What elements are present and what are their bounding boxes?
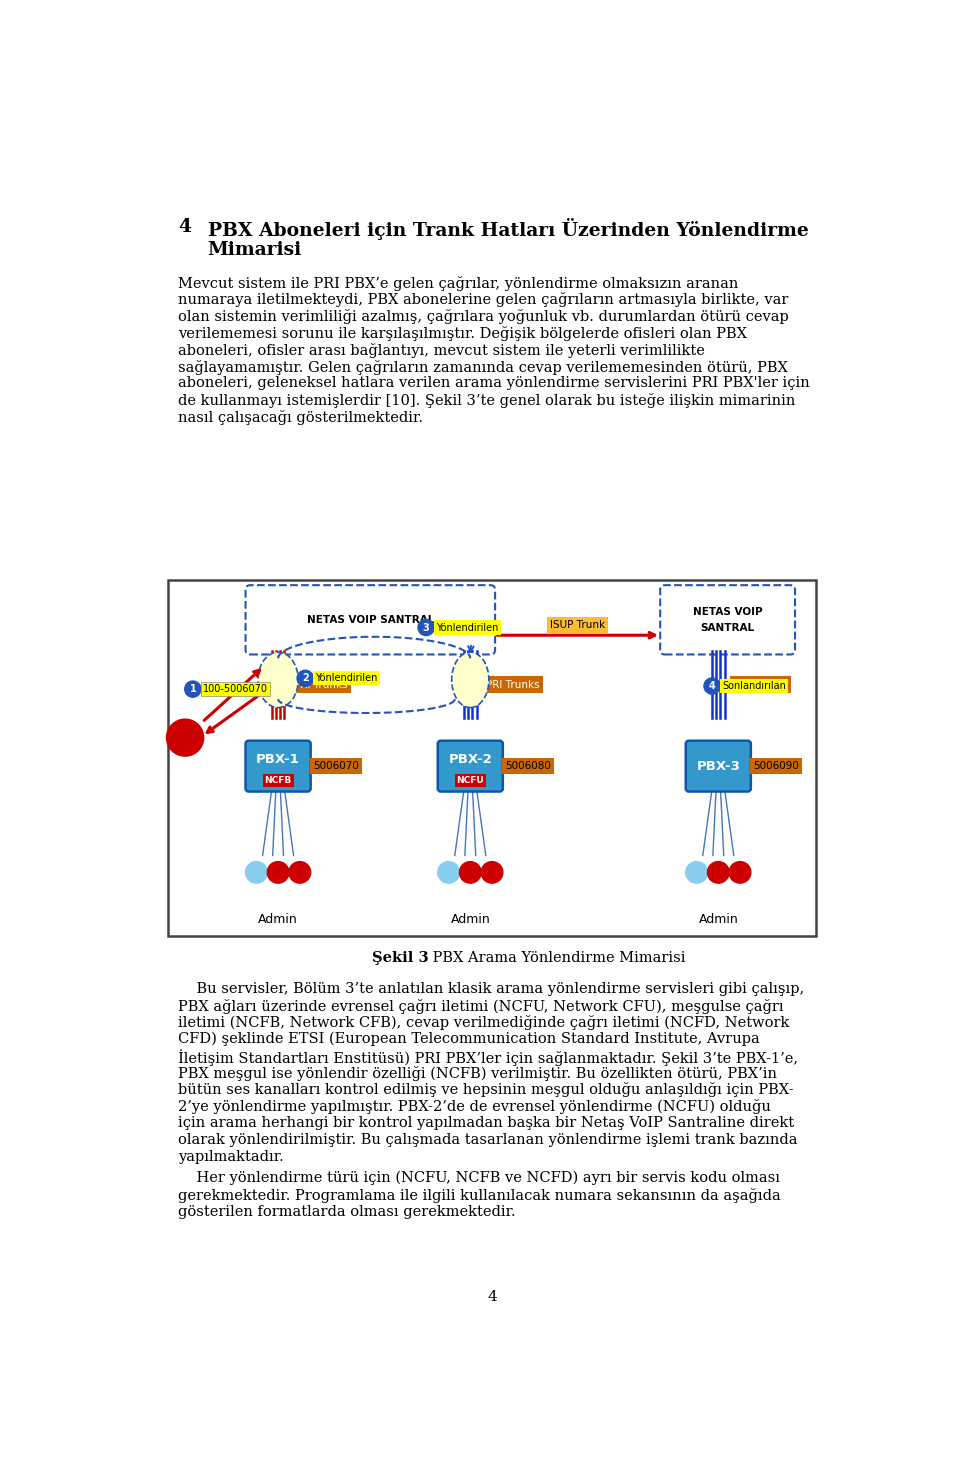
Text: 2: 2 <box>301 673 308 683</box>
Text: aboneleri, geleneksel hatlara verilen arama yönlendirme servislerini PRI PBX'ler: aboneleri, geleneksel hatlara verilen ar… <box>179 376 810 390</box>
Text: yapılmaktadır.: yapılmaktadır. <box>179 1150 284 1163</box>
Text: Mimarisi: Mimarisi <box>207 242 301 259</box>
Text: için arama herhangi bir kontrol yapılmadan başka bir Netaş VoIP Santraline direk: için arama herhangi bir kontrol yapılmad… <box>179 1116 794 1129</box>
Text: numaraya iletilmekteydi, PBX abonelerine gelen çağrıların artmasıyla birlikte, v: numaraya iletilmekteydi, PBX abonelerine… <box>179 292 788 307</box>
Text: Admin: Admin <box>258 913 298 926</box>
Text: SANTRAL: SANTRAL <box>701 622 755 633</box>
Text: Yönlendirilen: Yönlendirilen <box>315 673 377 683</box>
Text: de kullanmayı istemişlerdir [10]. Şekil 3’te genel olarak bu isteğe ilişkin mima: de kullanmayı istemişlerdir [10]. Şekil … <box>179 393 796 408</box>
Text: NCFU: NCFU <box>456 777 484 785</box>
Text: PBX meşgul ise yönlendir özelliği (NCFB) verilmiştir. Bu özellikten ötürü, PBX’i: PBX meşgul ise yönlendir özelliği (NCFB)… <box>179 1066 778 1080</box>
Circle shape <box>289 861 311 883</box>
Text: 4: 4 <box>179 218 191 236</box>
Circle shape <box>418 619 434 636</box>
FancyBboxPatch shape <box>246 741 311 791</box>
Text: 5006090: 5006090 <box>754 762 799 771</box>
Text: Sonlandırılan: Sonlandırılan <box>722 682 786 691</box>
Circle shape <box>438 861 460 883</box>
Text: PBX-1: PBX-1 <box>256 753 300 766</box>
Text: PBX ağları üzerinde evrensel çağrı iletimi (NCFU, Network CFU), meşgulse çağrı: PBX ağları üzerinde evrensel çağrı ileti… <box>179 999 783 1014</box>
Text: Mevcut sistem ile PRI PBX’e gelen çağrılar, yönlendirme olmaksızın aranan: Mevcut sistem ile PRI PBX’e gelen çağrıl… <box>179 276 738 290</box>
Text: gerekmektedir. Programlama ile ilgili kullanılacak numara sekansının da aşağıda: gerekmektedir. Programlama ile ilgili ku… <box>179 1187 780 1203</box>
Text: Admin: Admin <box>699 913 738 926</box>
Circle shape <box>267 861 289 883</box>
Text: 2’ye yönlendirme yapılmıştır. PBX-2’de de evrensel yönlendirme (NCFU) olduğu: 2’ye yönlendirme yapılmıştır. PBX-2’de d… <box>179 1100 771 1114</box>
Text: PBX-2: PBX-2 <box>448 753 492 766</box>
Text: sağlayamamıştır. Gelen çağrıların zamanında cevap verilememesinden ötürü, PBX: sağlayamamıştır. Gelen çağrıların zamanı… <box>179 360 788 375</box>
Circle shape <box>704 677 720 694</box>
Text: PRI Trunks: PRI Trunks <box>733 680 787 691</box>
Circle shape <box>184 682 201 697</box>
Text: 4: 4 <box>487 1289 497 1304</box>
Circle shape <box>730 861 751 883</box>
Text: NETAS VOIP SANTRAL: NETAS VOIP SANTRAL <box>306 615 434 625</box>
FancyBboxPatch shape <box>263 774 294 787</box>
Text: Bu servisler, Bölüm 3’te anlatılan klasik arama yönlendirme servisleri gibi çalı: Bu servisler, Bölüm 3’te anlatılan klasi… <box>179 981 804 996</box>
Text: PBX Aboneleri için Trank Hatları Üzerinden Yönlendirme: PBX Aboneleri için Trank Hatları Üzerind… <box>207 218 808 240</box>
Text: CFD) şeklinde ETSI (European Telecommunication Standard Institute, Avrupa: CFD) şeklinde ETSI (European Telecommuni… <box>179 1031 760 1046</box>
Circle shape <box>166 719 204 756</box>
Circle shape <box>685 861 708 883</box>
Text: gösterilen formatlarda olması gerekmektedir.: gösterilen formatlarda olması gerekmekte… <box>179 1205 516 1218</box>
Text: 1: 1 <box>189 685 196 694</box>
Text: 3: 3 <box>422 622 429 633</box>
Circle shape <box>481 861 503 883</box>
Text: PBX-3: PBX-3 <box>696 760 740 772</box>
Text: 100-5006070: 100-5006070 <box>203 685 268 694</box>
Text: Yönlendirilen: Yönlendirilen <box>436 622 498 633</box>
Circle shape <box>460 861 481 883</box>
Circle shape <box>297 670 313 686</box>
Text: NCFB: NCFB <box>264 777 292 785</box>
Text: İletişim Standartları Enstitüsü) PRI PBX’ler için sağlanmaktadır. Şekil 3’te PBX: İletişim Standartları Enstitüsü) PRI PBX… <box>179 1049 799 1066</box>
Text: iletimi (NCFB, Network CFB), cevap verilmediğinde çağrı iletimi (NCFD, Network: iletimi (NCFB, Network CFB), cevap veril… <box>179 1015 789 1030</box>
Text: 5006070: 5006070 <box>313 762 359 771</box>
Text: Admin: Admin <box>450 913 491 926</box>
Circle shape <box>708 861 730 883</box>
Text: ISUP Trunk: ISUP Trunk <box>550 619 605 630</box>
Circle shape <box>246 861 267 883</box>
FancyBboxPatch shape <box>660 585 795 655</box>
Text: 4: 4 <box>708 682 715 691</box>
FancyBboxPatch shape <box>685 741 751 791</box>
FancyBboxPatch shape <box>168 579 816 935</box>
Ellipse shape <box>452 652 489 707</box>
Text: verilememesi sorunu ile karşılaşılmıştır. Değişik bölgelerde ofisleri olan PBX: verilememesi sorunu ile karşılaşılmıştır… <box>179 326 747 341</box>
Text: olarak yönlendirilmiştir. Bu çalışmada tasarlanan yönlendirme işlemi trank bazın: olarak yönlendirilmiştir. Bu çalışmada t… <box>179 1132 798 1147</box>
Text: Her yönlendirme türü için (NCFU, NCFB ve NCFD) ayrı bir servis kodu olması: Her yönlendirme türü için (NCFU, NCFB ve… <box>179 1171 780 1186</box>
FancyBboxPatch shape <box>455 774 486 787</box>
Text: 5006080: 5006080 <box>505 762 551 771</box>
Text: PRI Trunks: PRI Trunks <box>294 680 348 691</box>
Text: Şekil 3: Şekil 3 <box>372 951 428 965</box>
Text: bütün ses kanalları kontrol edilmiş ve hepsinin meşgul olduğu anlaşıldığı için P: bütün ses kanalları kontrol edilmiş ve h… <box>179 1082 794 1098</box>
Text: aboneleri, ofisler arası bağlantıyı, mevcut sistem ile yeterli verimlilikte: aboneleri, ofisler arası bağlantıyı, mev… <box>179 342 705 357</box>
FancyBboxPatch shape <box>438 741 503 791</box>
Text: PRI Trunks: PRI Trunks <box>486 680 540 691</box>
FancyBboxPatch shape <box>246 585 495 655</box>
Text: PBX Arama Yönlendirme Mimarisi: PBX Arama Yönlendirme Mimarisi <box>428 951 686 965</box>
Text: olan sistemin verimliliği azalmış, çağrılara yoğunluk vb. durumlardan ötürü ceva: olan sistemin verimliliği azalmış, çağrı… <box>179 310 789 325</box>
Text: NETAS VOIP: NETAS VOIP <box>693 608 762 617</box>
Ellipse shape <box>258 652 299 707</box>
Text: nasıl çalışacağı gösterilmektedir.: nasıl çalışacağı gösterilmektedir. <box>179 411 423 425</box>
